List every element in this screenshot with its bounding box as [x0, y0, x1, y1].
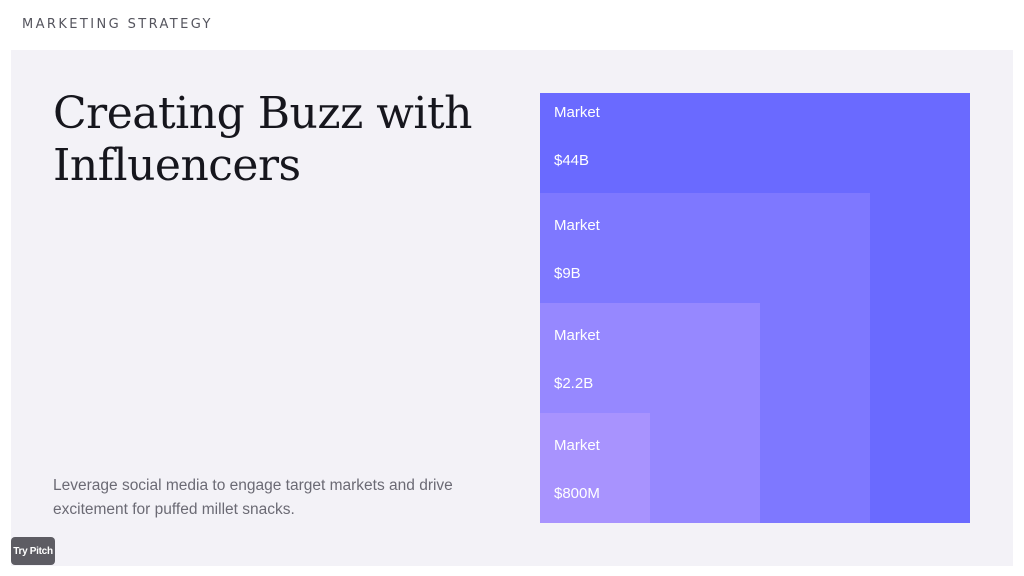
market-box-target: Market $800M: [540, 413, 650, 523]
slide-title: Creating Buzz with Influencers: [53, 88, 473, 191]
market-box-target-value: $800M: [554, 485, 600, 502]
market-box-tam-label: Market: [554, 104, 600, 121]
slide: Creating Buzz with Influencers Leverage …: [11, 50, 1013, 566]
market-box-tam-value: $44B: [554, 152, 590, 169]
market-box-sam-label: Market: [554, 217, 600, 234]
market-box-som-label: Market: [554, 327, 600, 344]
section-label: MARKETING STRATEGY: [22, 17, 213, 32]
market-box-som-value: $2.2B: [554, 375, 594, 392]
market-box-sam-value: $9B: [554, 265, 581, 282]
market-size-diagram: Market $44B Market $9B Market $2.2B Mark…: [540, 93, 970, 523]
market-box-target-label: Market: [554, 437, 600, 454]
slide-subtitle: Leverage social media to engage target m…: [53, 477, 453, 518]
try-pitch-button[interactable]: Try Pitch: [11, 537, 55, 565]
